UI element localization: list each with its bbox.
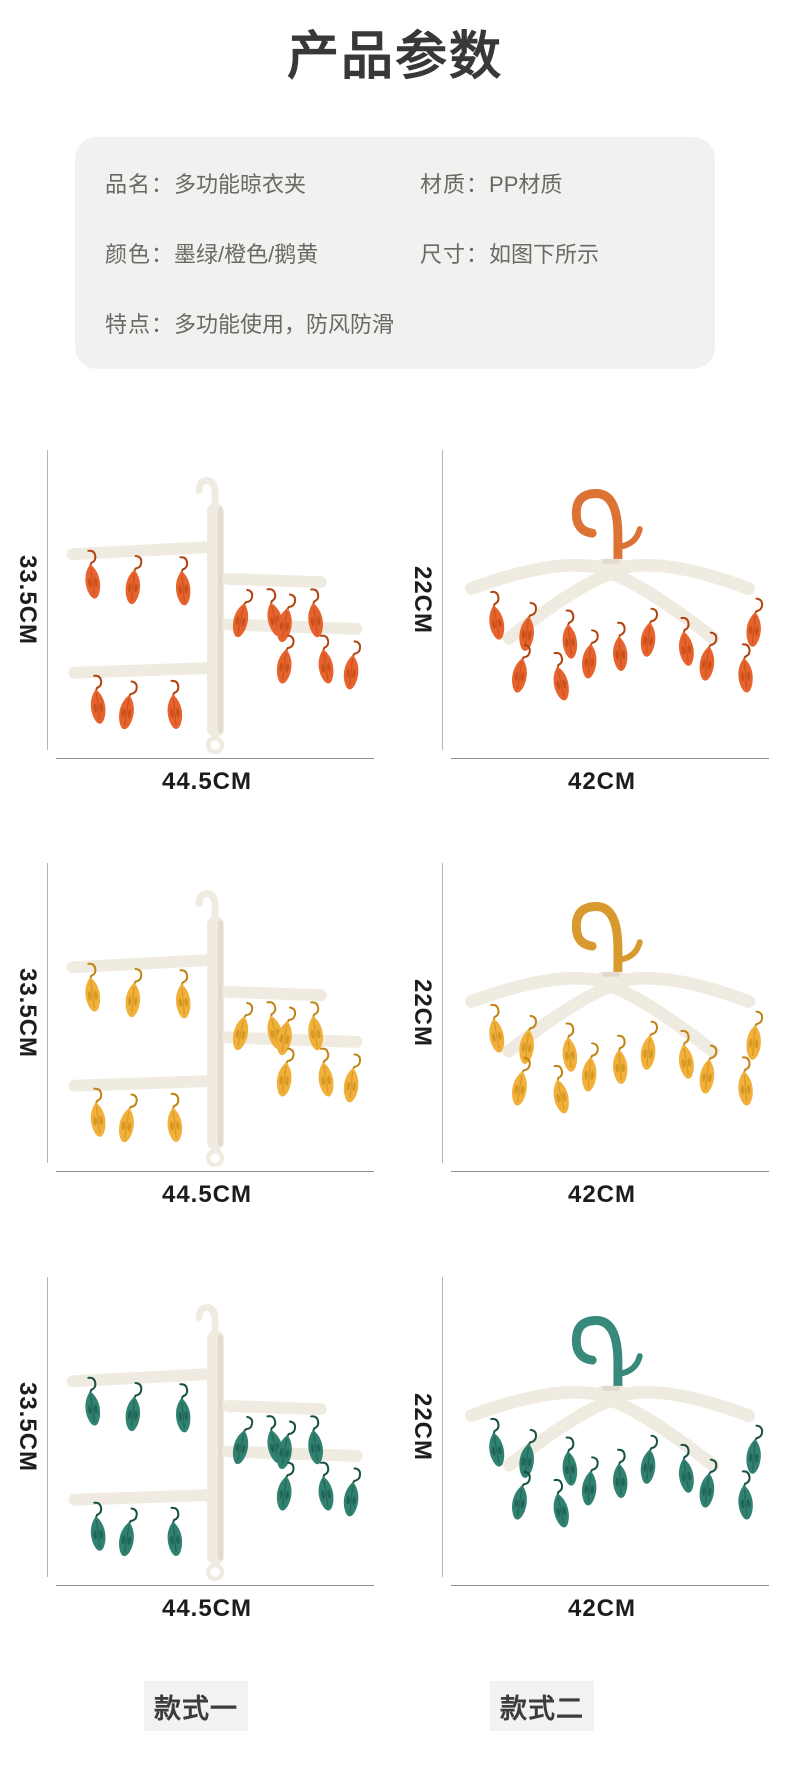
style1-hanger-illustration (56, 855, 374, 1167)
figure-style2-green: 22CM 42CM (395, 1267, 790, 1629)
height-dimension-label: 33.5CM (14, 554, 41, 646)
horizontal-dimension-line (451, 1585, 769, 1586)
style1-hanger-illustration (56, 1269, 374, 1581)
figure-style2-yellow: 22CM 42CM (395, 853, 790, 1215)
info-label: 特点： (105, 312, 175, 337)
info-value: 多功能使用，防风防滑 (174, 312, 395, 337)
style2-hanger-illustration (451, 1269, 769, 1581)
info-item-material: 材质：PP材质 (420, 170, 691, 200)
figure-style2-orange: 22CM 42CM (395, 440, 790, 802)
info-value: 墨绿/橙色/鹅黄 (174, 242, 319, 267)
info-label: 品名： (105, 172, 175, 197)
style-two-label: 款式二 (490, 1681, 594, 1731)
horizontal-dimension-line (56, 1171, 374, 1172)
height-dimension-label: 33.5CM (14, 967, 41, 1059)
width-dimension-label: 44.5CM (161, 1181, 253, 1208)
horizontal-dimension-line (56, 758, 374, 759)
figure-style1-orange: 33.5CM 44.5CM (0, 440, 395, 802)
vertical-dimension-line (47, 1277, 48, 1577)
product-row-yellow: 33.5CM 44.5CM 22CM 42CM (0, 853, 790, 1215)
height-dimension-label: 22CM (409, 565, 436, 635)
info-label: 尺寸： (420, 242, 490, 267)
product-row-green: 33.5CM 44.5CM 22CM 42CM (0, 1267, 790, 1629)
vertical-dimension-line (442, 1277, 443, 1577)
vertical-dimension-line (442, 450, 443, 750)
height-dimension-label: 33.5CM (14, 1381, 41, 1473)
product-row-orange: 33.5CM 44.5CM 22CM 42CM (0, 440, 790, 802)
style1-hanger-illustration (56, 442, 374, 754)
info-value: 如图下所示 (489, 242, 600, 267)
info-item-size: 尺寸：如图下所示 (420, 240, 691, 270)
style-one-label: 款式一 (144, 1681, 248, 1731)
style2-hanger-illustration (451, 442, 769, 754)
width-dimension-label: 42CM (567, 768, 637, 795)
figure-style1-yellow: 33.5CM 44.5CM (0, 853, 395, 1215)
height-dimension-label: 22CM (409, 978, 436, 1048)
info-value: 多功能晾衣夹 (174, 172, 307, 197)
style2-hanger-illustration (451, 855, 769, 1167)
info-item-product-name: 品名：多功能晾衣夹 (105, 170, 420, 200)
figure-style1-green: 33.5CM 44.5CM (0, 1267, 395, 1629)
info-value: PP材质 (489, 172, 563, 197)
page-title: 产品参数 (286, 28, 503, 86)
horizontal-dimension-line (451, 1171, 769, 1172)
info-label: 颜色： (105, 242, 175, 267)
height-dimension-label: 22CM (409, 1392, 436, 1462)
vertical-dimension-line (47, 450, 48, 750)
width-dimension-label: 42CM (567, 1181, 637, 1208)
info-item-features: 特点：多功能使用，防风防滑 (105, 310, 691, 340)
width-dimension-label: 44.5CM (161, 768, 253, 795)
vertical-dimension-line (442, 863, 443, 1163)
vertical-dimension-line (47, 863, 48, 1163)
horizontal-dimension-line (56, 1585, 374, 1586)
product-info-box: 品名：多功能晾衣夹 材质：PP材质 颜色：墨绿/橙色/鹅黄 尺寸：如图下所示 特… (75, 137, 715, 369)
info-label: 材质： (420, 172, 490, 197)
width-dimension-label: 42CM (567, 1595, 637, 1622)
product-info-grid: 品名：多功能晾衣夹 材质：PP材质 颜色：墨绿/橙色/鹅黄 尺寸：如图下所示 特… (105, 170, 691, 340)
info-item-color: 颜色：墨绿/橙色/鹅黄 (105, 240, 420, 270)
horizontal-dimension-line (451, 758, 769, 759)
width-dimension-label: 44.5CM (161, 1595, 253, 1622)
